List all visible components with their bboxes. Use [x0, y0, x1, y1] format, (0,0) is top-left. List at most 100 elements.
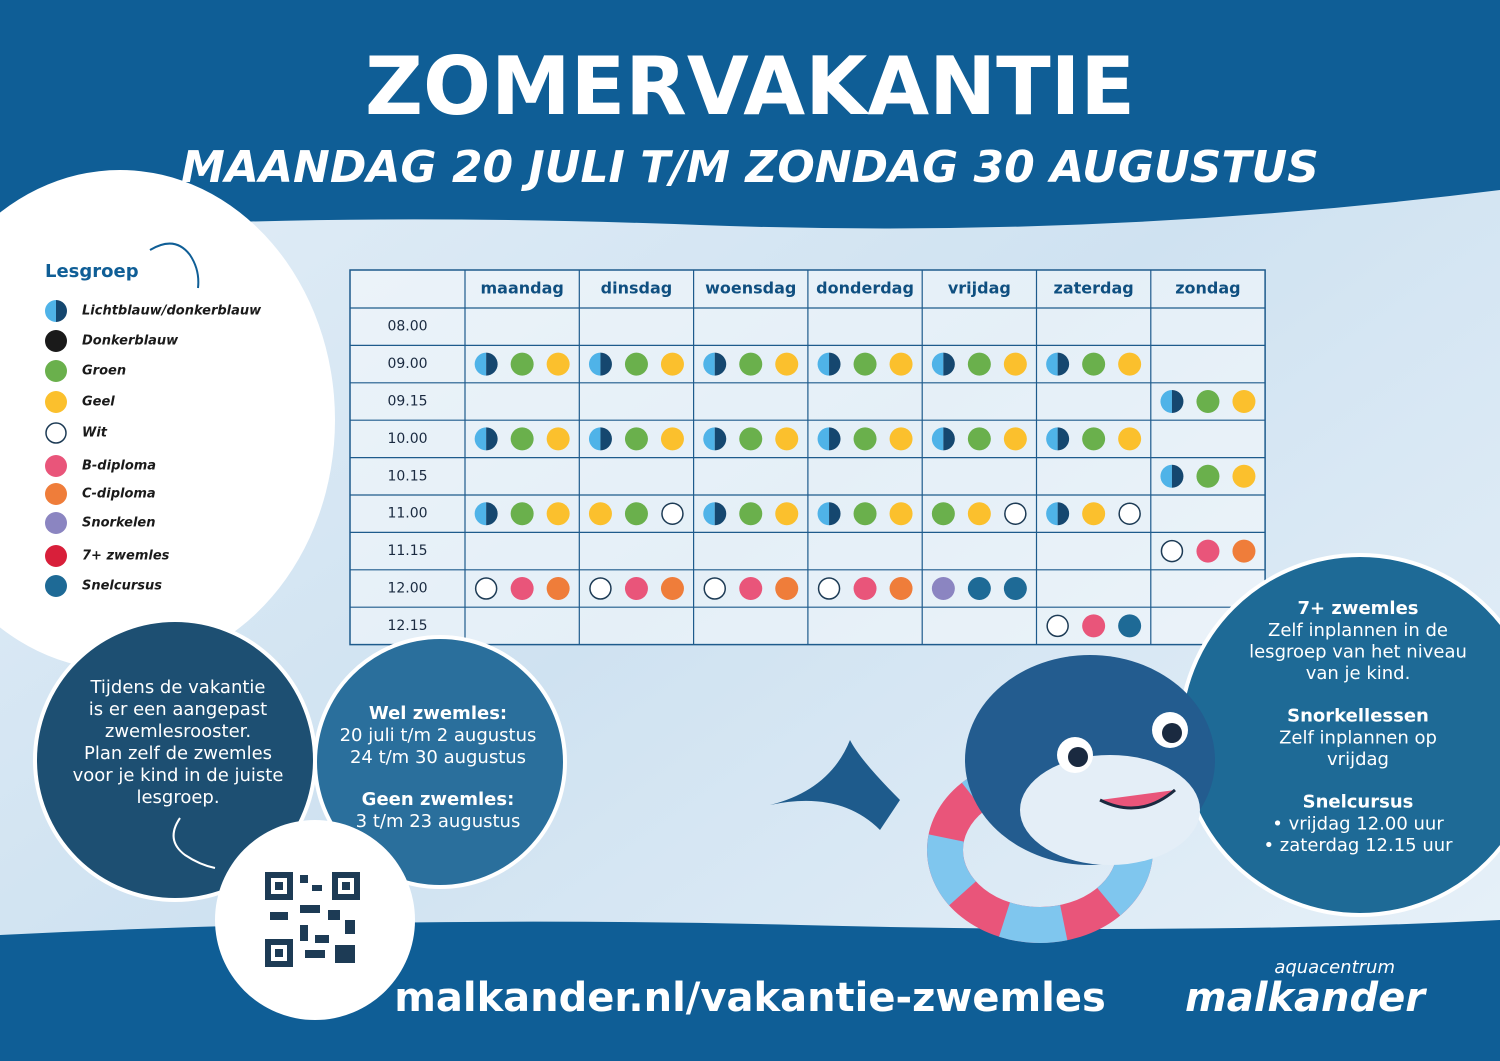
group-dot: [486, 427, 498, 451]
time-label: 10.00: [387, 431, 427, 447]
day-header: zondag: [1175, 279, 1240, 298]
day-header: dinsdag: [601, 279, 673, 298]
header-band: [0, 0, 1500, 235]
group-dot: [588, 427, 601, 451]
legend-label: B-diploma: [82, 459, 156, 474]
group-dot: [829, 502, 841, 526]
legend-label: Groen: [82, 364, 126, 379]
group-dot: [600, 427, 612, 451]
group-dot: [45, 483, 67, 505]
group-dot: [817, 352, 830, 376]
group-dot: [1003, 352, 1027, 376]
group-dot: [1004, 502, 1027, 525]
group-dot: [588, 352, 601, 376]
group-dot: [45, 575, 67, 597]
group-dot: [45, 512, 67, 534]
group-dot: [600, 352, 612, 376]
info-text: lesgroep van het niveau: [1249, 642, 1467, 663]
group-dot: [967, 352, 991, 376]
group-dot: [853, 427, 877, 451]
group-dot: [546, 352, 570, 376]
group-dot: [474, 502, 487, 526]
group-dot: [624, 502, 648, 526]
info-text: 7+ zwemles: [1297, 598, 1418, 619]
legend-label: Donkerblauw: [82, 334, 179, 349]
group-dot: [1196, 539, 1220, 563]
group-dot: [510, 502, 534, 526]
legend-label: Wit: [82, 426, 108, 441]
arrow: [149, 242, 200, 289]
group-dot: [853, 352, 877, 376]
time-label: 08.00: [387, 319, 427, 335]
group-dot: [1118, 427, 1142, 451]
group-dot: [546, 427, 570, 451]
info-text: • zaterdag 12.15 uur: [1263, 835, 1453, 856]
group-dot: [1057, 427, 1070, 451]
group-dot: [714, 427, 727, 451]
qr-code: [265, 872, 360, 967]
group-dot: [624, 352, 648, 376]
group-dot: [56, 300, 67, 322]
info-text: 20 juli t/m 2 augustus: [340, 725, 537, 746]
group-dot: [1160, 390, 1172, 413]
group-dot: [1118, 352, 1142, 376]
info-text: van je kind.: [1306, 663, 1411, 684]
group-dot: [817, 577, 841, 600]
logo-small: aquacentrum: [1274, 957, 1395, 978]
time-label: 11.00: [387, 506, 427, 522]
time-label: 09.00: [387, 356, 427, 372]
group-dot: [817, 427, 830, 451]
group-dot: [474, 577, 498, 600]
group-dot: [1003, 427, 1027, 451]
group-dot: [510, 352, 534, 376]
group-dot: [739, 577, 763, 600]
legend-label: Geel: [82, 395, 115, 410]
group-dot: [703, 577, 726, 600]
day-header: woensdag: [705, 279, 796, 298]
group-dot: [931, 502, 955, 526]
group-dot: [714, 502, 727, 526]
group-dot: [1118, 502, 1141, 525]
legend: Lichtblauw/donkerblauw Donkerblauw Groen Ge…: [45, 300, 262, 597]
group-dot: [943, 427, 955, 451]
group-dot: [1171, 390, 1184, 413]
group-dot: [546, 502, 570, 526]
group-dot: [853, 577, 877, 600]
group-dot: [889, 577, 913, 600]
logo: malkander: [1185, 975, 1427, 1021]
group-dot: [1160, 539, 1184, 563]
group-dot: [1046, 352, 1058, 376]
time-label: 11.15: [387, 543, 427, 559]
legend-label: Lichtblauw/donkerblauw: [82, 304, 262, 319]
group-dot: [589, 577, 612, 600]
group-dot: [624, 427, 648, 451]
group-dot: [931, 427, 944, 451]
group-dot: [739, 427, 763, 451]
group-dot: [486, 502, 498, 526]
info-text: Snelcursus: [1303, 792, 1414, 813]
group-dot: [775, 577, 799, 600]
group-dot: [775, 427, 799, 451]
time-label: 12.00: [387, 581, 427, 597]
group-dot: [1003, 577, 1027, 600]
day-header: zaterdag: [1054, 279, 1134, 298]
group-dot: [703, 352, 715, 376]
group-dot: [817, 502, 830, 526]
group-dot: [775, 352, 799, 376]
footer-url: malkander.nl/vakantie-zwemles: [394, 975, 1106, 1021]
info-text: Snorkellessen: [1287, 706, 1429, 727]
group-dot: [45, 422, 67, 444]
group-dot: [624, 577, 648, 600]
group-dot: [1057, 502, 1070, 526]
group-dot: [739, 352, 763, 376]
schedule-table: maandag dinsdag woensdag donderdag vrijdag za…: [349, 269, 1266, 646]
group-dot: [829, 352, 841, 376]
group-dot: [829, 427, 841, 451]
group-dot: [45, 391, 67, 413]
info-text: Geen zwemles:: [362, 789, 515, 810]
group-dot: [1171, 464, 1184, 488]
group-dot: [546, 577, 570, 600]
title: ZOMERVAKANTIE: [365, 40, 1135, 133]
info-text: Zelf inplannen in de: [1268, 620, 1448, 641]
